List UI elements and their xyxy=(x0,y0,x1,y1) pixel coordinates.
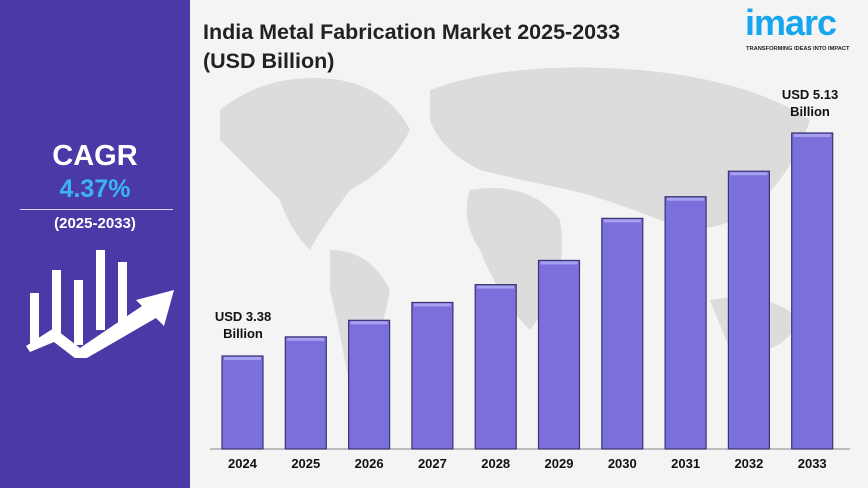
bar-2033 xyxy=(791,132,834,450)
bar-2030 xyxy=(601,217,644,450)
bar-highlight xyxy=(540,261,578,265)
bar-highlight xyxy=(224,356,261,360)
last-annotation-line1: USD 5.13 xyxy=(781,87,839,102)
logo-wordmark: imarc xyxy=(745,2,837,43)
bar-highlight xyxy=(413,303,451,307)
x-tick-label: 2026 xyxy=(355,456,384,471)
bar-highlight xyxy=(350,321,388,325)
title-line-2: (USD Billion) xyxy=(203,49,335,73)
x-tick-label: 2030 xyxy=(608,456,637,471)
bar-highlight xyxy=(793,134,831,137)
bar-highlight xyxy=(667,197,705,201)
bar-2028 xyxy=(474,284,517,450)
bar-2027 xyxy=(411,301,454,450)
x-tick-label: 2025 xyxy=(291,456,320,471)
cagr-value: 4.37% xyxy=(59,175,131,203)
title-line-1: India Metal Fabrication Market 2025-2033 xyxy=(203,20,621,44)
bar-2026 xyxy=(348,319,391,450)
bar-highlight xyxy=(287,337,325,341)
chart-title: India Metal Fabrication Market 2025-2033… xyxy=(203,18,620,76)
x-tick-label: 2029 xyxy=(545,456,574,471)
first-value-annotation: USD 3.38 Billion xyxy=(200,308,286,342)
bar-2032 xyxy=(727,170,771,450)
bar-highlight xyxy=(730,172,768,176)
divider xyxy=(20,209,173,210)
bar-highlight xyxy=(603,219,641,223)
x-tick-label: 2024 xyxy=(228,456,258,471)
imarc-logo: imarc TRANSFORMING IDEAS INTO IMPACT xyxy=(745,5,865,55)
logo-tagline: TRANSFORMING IDEAS INTO IMPACT xyxy=(746,46,850,52)
bar-2024 xyxy=(221,355,264,450)
cagr-label: CAGR xyxy=(52,140,138,172)
cagr-period: (2025-2033) xyxy=(54,215,136,232)
growth-chart-arrow-icon xyxy=(26,250,174,358)
bar-chart: 2024 2025 2026 2027 2028 2029 2030 2031 2032 2033 xyxy=(210,67,850,471)
first-annotation-line1: USD 3.38 xyxy=(214,309,272,324)
x-tick-label: 2027 xyxy=(418,456,447,471)
last-value-annotation: USD 5.13 Billion xyxy=(767,86,853,120)
bar-2025 xyxy=(284,336,327,450)
bar-2031 xyxy=(664,196,707,450)
x-tick-label: 2031 xyxy=(671,456,700,471)
x-tick-label: 2028 xyxy=(481,456,510,471)
bar-highlight xyxy=(477,285,515,289)
last-annotation-line2: Billion xyxy=(790,104,830,119)
sidebar-panel: CAGR 4.37% (2025-2033) xyxy=(0,0,190,488)
first-annotation-line2: Billion xyxy=(223,326,263,341)
x-tick-label: 2032 xyxy=(734,456,763,471)
x-tick-label: 2033 xyxy=(798,456,827,471)
bar-2029 xyxy=(537,259,581,450)
